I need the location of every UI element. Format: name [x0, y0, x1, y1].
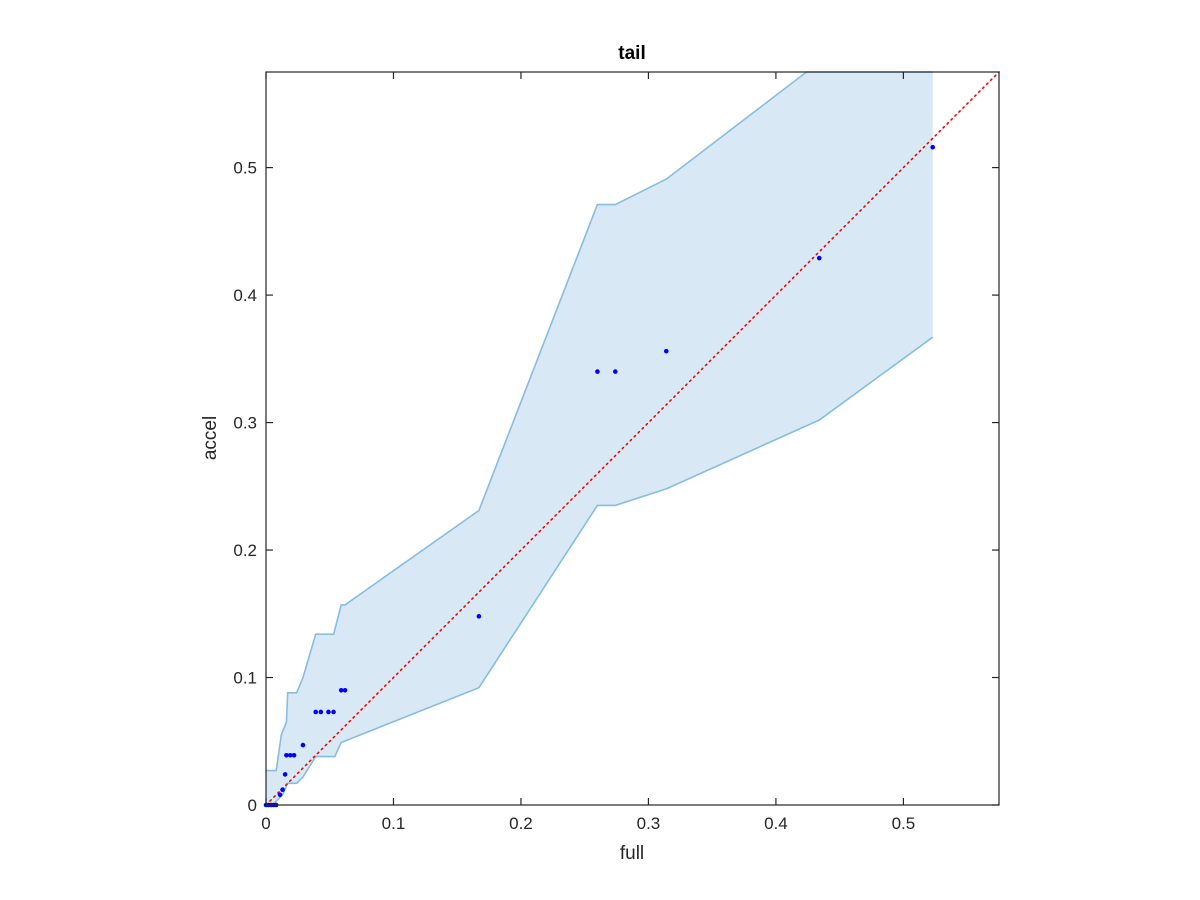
- data-point: [277, 792, 283, 798]
- data-point: [280, 787, 285, 793]
- data-point: [326, 709, 331, 715]
- data-point: [318, 709, 324, 715]
- data-point: [595, 369, 600, 374]
- data-point: [282, 772, 288, 777]
- data-point: [476, 614, 482, 619]
- data-point: [291, 752, 297, 758]
- data-point: [663, 348, 669, 354]
- axes-box: [265, 71, 1000, 806]
- data-point: [816, 255, 822, 261]
- y-tick-label: 0.4: [233, 286, 257, 305]
- y-tick-label: 0: [248, 796, 257, 815]
- x-tick-label: 0.5: [892, 814, 916, 833]
- data-point: [612, 369, 618, 374]
- confidence-band-fill: [266, 72, 933, 805]
- confidence-band-upper-edge: [266, 71, 933, 772]
- data-point: [342, 687, 348, 693]
- confidence-band-lower-edge: [266, 336, 934, 806]
- y-tick-label: 0.1: [233, 669, 257, 688]
- y-tick-label: 0.2: [233, 541, 257, 560]
- data-point: [284, 752, 289, 758]
- y-tick-label: 0.3: [233, 414, 257, 433]
- identity-line: [265, 71, 1000, 806]
- chart-title: tail: [618, 43, 645, 64]
- x-tick-label: 0: [261, 814, 270, 833]
- y-tick-label: 0.5: [233, 159, 257, 178]
- data-point: [287, 752, 293, 758]
- data-point: [313, 709, 319, 715]
- x-tick-label: 0.4: [764, 814, 788, 833]
- x-tick-label: 0.1: [382, 814, 406, 833]
- data-point: [331, 709, 336, 715]
- y-axis-label: accel: [200, 416, 221, 460]
- x-tick-label: 0.3: [637, 814, 661, 833]
- x-axis-label: full: [620, 843, 644, 864]
- x-tick-label: 0.2: [509, 814, 533, 833]
- data-point: [300, 742, 306, 748]
- data-point: [338, 687, 344, 693]
- data-point: [930, 144, 936, 150]
